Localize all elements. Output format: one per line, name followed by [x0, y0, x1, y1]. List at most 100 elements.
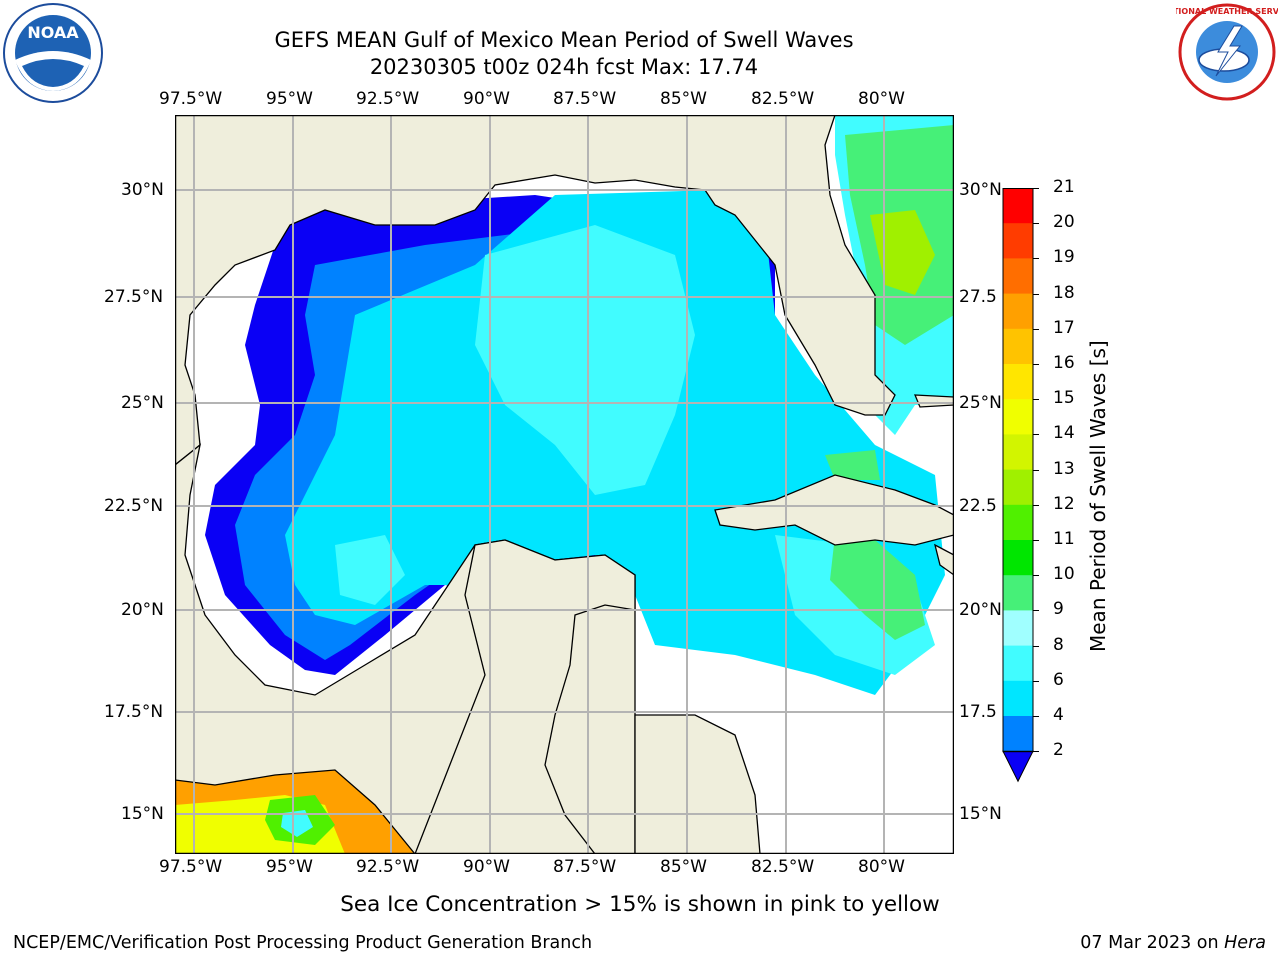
- pacific-swell-field-cyan: [281, 810, 313, 837]
- colorbar-tick-11: 11: [1053, 529, 1075, 549]
- lon-tick-top-2: 92.5°W: [356, 89, 420, 109]
- lat-tick-left-2: 25°N: [121, 393, 164, 413]
- colorbar-tick-20: 20: [1053, 212, 1075, 233]
- colorbar-bin-14: [1003, 434, 1033, 471]
- swell-field-band-8-9s-central: [475, 225, 695, 495]
- lat-tick-right-4: 20°N: [959, 600, 1002, 620]
- nws-logo-text: NATIONAL WEATHER SERVICE: [1176, 7, 1278, 16]
- nws-logo: NATIONAL WEATHER SERVICE: [1161, 2, 1280, 102]
- lat-tick-right-1: 27.5: [959, 287, 997, 307]
- footer-date-text: 07 Mar 2023 on: [1080, 933, 1225, 953]
- lat-tick-left-1: 27.5°N: [104, 287, 164, 307]
- colorbar-tick-21: 21: [1053, 177, 1075, 197]
- lat-tick-left-0: 30°N: [121, 180, 164, 200]
- land-united-states: [174, 114, 954, 467]
- colorbar-tick-mark: [1033, 223, 1039, 225]
- colorbar-bin-15: [1003, 399, 1033, 435]
- colorbar-tick-mark: [1033, 645, 1039, 647]
- lon-tick-bottom-1: 95°W: [266, 857, 313, 877]
- sea-ice-note: Sea Ice Concentration > 15% is shown in …: [340, 892, 940, 917]
- lat-tick-left-4: 20°N: [121, 600, 164, 620]
- colorbar-bin-17: [1003, 328, 1033, 365]
- lon-tick-bottom-3: 90°W: [463, 857, 510, 877]
- colorbar-tick-mark: [1033, 469, 1039, 471]
- colorbar-tick-mark: [1033, 751, 1039, 753]
- land-cuba: [714, 474, 955, 546]
- colorbar-tick-mark: [1033, 716, 1039, 717]
- colorbar-tick-17: 17: [1053, 317, 1075, 338]
- colorbar-tick-mark: [1033, 610, 1039, 612]
- lon-tick-bottom-2: 92.5°W: [356, 857, 420, 877]
- noaa-logo-text: NOAA: [27, 23, 79, 42]
- footer-credit: NCEP/EMC/Verification Post Processing Pr…: [13, 933, 593, 953]
- colorbar-tick-16: 16: [1053, 353, 1075, 373]
- lon-tick-bottom-5: 85°W: [660, 857, 707, 877]
- footer-host: Hera: [1224, 933, 1266, 953]
- colorbar-bin-21: [1003, 188, 1033, 224]
- lon-tick-top-3: 90°W: [463, 89, 510, 109]
- map-gridlines: [175, 115, 954, 854]
- lon-tick-top-4: 87.5°W: [553, 89, 617, 109]
- colorbar-tick-mark: [1033, 504, 1039, 506]
- colorbar-bin-8: [1003, 645, 1033, 682]
- lon-tick-top-0: 97.5°W: [159, 89, 223, 109]
- lon-tick-top-5: 85°W: [660, 89, 707, 109]
- colorbar-tick-mark: [1033, 399, 1039, 401]
- map-title: GEFS MEAN Gulf of Mexico Mean Period of …: [274, 28, 854, 52]
- colorbar-bin-18: [1003, 293, 1033, 330]
- colorbar-tick-2: 2: [1053, 740, 1064, 761]
- colorbar-bin-13: [1003, 469, 1033, 506]
- swell-field-band-8-9s-west: [335, 535, 405, 605]
- footer-date: 07 Mar 2023 on Hera: [1080, 933, 1266, 953]
- colorbar-tick-9: 9: [1053, 599, 1064, 620]
- lat-tick-left-6: 15°N: [121, 804, 164, 824]
- map-frame: [174, 114, 955, 855]
- colorbar-bin-6: [1003, 680, 1033, 717]
- noaa-logo: NOAA: [2, 2, 104, 104]
- gulf-of-mexico-map: [174, 114, 955, 855]
- colorbar-tick-4: 4: [1053, 705, 1064, 725]
- lat-tick-left-5: 17.5°N: [104, 702, 164, 722]
- colorbar-tick-15: 15: [1053, 388, 1075, 409]
- colorbar-bin-4: [1003, 716, 1033, 752]
- colorbar-tick-18: 18: [1053, 282, 1075, 303]
- map-subtitle-forecast: 20230305 t00z 024h fcst Max: 17.74: [369, 55, 759, 79]
- lon-tick-bottom-6: 82.5°W: [751, 857, 815, 877]
- colorbar-tick-mark: [1033, 293, 1039, 295]
- lon-tick-top-1: 95°W: [266, 89, 313, 109]
- colorbar-bin-11: [1003, 540, 1033, 576]
- lat-tick-right-0: 30°N: [959, 180, 1002, 200]
- colorbar-bin-12: [1003, 504, 1033, 541]
- lon-tick-bottom-0: 97.5°W: [159, 857, 223, 877]
- colorbar-tick-12: 12: [1053, 493, 1075, 514]
- colorbar-tick-mark: [1033, 258, 1039, 260]
- lat-tick-right-6: 15°N: [959, 804, 1002, 824]
- colorbar-tick-mark: [1033, 575, 1039, 577]
- colorbar-bin-10: [1003, 575, 1033, 611]
- colorbar-bin-20: [1003, 223, 1033, 259]
- colorbar-tick-mark: [1033, 680, 1039, 682]
- colorbar-tick-14: 14: [1053, 423, 1075, 444]
- colorbar-tick-mark: [1033, 540, 1039, 541]
- colorbar-tick-19: 19: [1053, 247, 1075, 268]
- colorbar-title: Mean Period of Swell Waves [s]: [1086, 340, 1110, 652]
- colorbar-tick-mark: [1033, 364, 1039, 365]
- swell-field-band-9-10s-caribbean: [830, 535, 925, 640]
- colorbar-tick-6: 6: [1053, 669, 1064, 690]
- lat-tick-right-3: 22.5: [959, 496, 997, 516]
- colorbar-tick-10: 10: [1053, 564, 1075, 585]
- land-yucatan: [414, 539, 636, 855]
- colorbar: [1002, 188, 1034, 783]
- colorbar-tick-8: 8: [1053, 634, 1064, 655]
- lon-tick-top-7: 80°W: [858, 89, 905, 109]
- colorbar-extension-low: [1002, 750, 1034, 783]
- colorbar-tick-mark: [1033, 328, 1039, 330]
- colorbar-tick-mark: [1033, 434, 1039, 436]
- lat-tick-left-3: 22.5°N: [104, 496, 164, 516]
- lat-tick-right-2: 25°N: [959, 393, 1002, 413]
- lon-tick-top-6: 82.5°W: [751, 89, 815, 109]
- land-bahamas: [914, 394, 955, 408]
- atlantic-swell-field-yellow-green: [870, 210, 935, 295]
- lon-tick-bottom-7: 80°W: [858, 857, 905, 877]
- colorbar-bin-9: [1003, 610, 1033, 647]
